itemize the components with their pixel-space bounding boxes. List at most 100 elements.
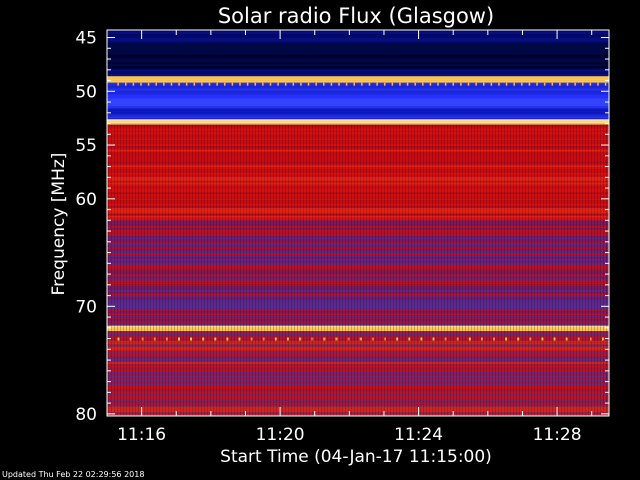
spectrum-row	[107, 41, 609, 44]
column-texture	[107, 124, 609, 417]
interference-mark	[125, 82, 127, 86]
interference-mark	[498, 82, 500, 86]
interference-mark	[391, 82, 394, 86]
spectrum-row	[107, 88, 609, 91]
spectrum-row	[107, 44, 609, 47]
interference-mark	[383, 82, 386, 86]
interference-mark	[604, 82, 607, 86]
spectrum-row	[107, 119, 609, 122]
interference-mark	[559, 82, 561, 86]
spectrum-row	[107, 76, 609, 79]
interference-mark	[178, 82, 180, 86]
spectrum-row	[107, 39, 609, 42]
spectrum-row	[107, 46, 609, 49]
interference-mark	[589, 82, 592, 86]
spectrum-row	[107, 104, 609, 107]
interference-mark	[444, 82, 447, 86]
spectrum-row	[107, 50, 609, 53]
interference-mark	[307, 82, 310, 86]
interference-mark	[140, 82, 142, 86]
interference-mark	[505, 82, 508, 86]
updated-footer: Updated Thu Feb 22 02:29:56 2018	[2, 470, 144, 479]
interference-mark	[239, 82, 241, 86]
interference-mark	[581, 82, 584, 86]
spectrum-row	[107, 82, 609, 83]
spectrum-row	[107, 62, 609, 65]
y-tick-label: 80	[75, 405, 97, 425]
spectrum-row	[107, 118, 609, 120]
spectrum-row	[107, 60, 609, 63]
interference-mark	[566, 82, 569, 86]
spectrum-row	[107, 108, 609, 111]
interference-mark	[277, 82, 279, 86]
y-axis: 45 50 55 60 70 80	[75, 29, 609, 425]
spectrum-row	[107, 56, 609, 59]
interference-mark	[201, 82, 203, 86]
interference-mark	[323, 82, 325, 86]
spectrum-row	[107, 54, 609, 57]
interference-mark	[368, 82, 371, 86]
interference-mark	[482, 82, 485, 86]
spectrum-row	[107, 48, 609, 51]
x-axis: 11:16 11:20 11:24 11:28	[117, 30, 593, 445]
interference-mark	[543, 82, 546, 86]
interference-mark	[528, 82, 531, 86]
spectrum-row	[107, 110, 609, 113]
interference-mark	[155, 82, 157, 86]
interference-mark	[437, 82, 439, 86]
interference-mark	[315, 82, 317, 86]
interference-mark	[345, 82, 348, 86]
chart-title: Solar radio Flux (Glasgow)	[218, 4, 494, 28]
interference-mark	[208, 82, 211, 86]
spectrum-row	[107, 58, 609, 61]
spectrum-row	[107, 73, 609, 76]
spectrum-row	[107, 121, 609, 124]
spectrum-row	[107, 30, 609, 33]
spectrum-row	[107, 100, 609, 103]
spectrum-row	[107, 106, 609, 109]
spectrum-row	[107, 123, 609, 125]
interference-mark	[246, 82, 249, 86]
interference-mark	[132, 82, 135, 86]
spectrum-row	[107, 84, 609, 87]
spectrum-row	[107, 37, 609, 40]
interference-mark	[216, 82, 218, 86]
spectrum-row	[107, 98, 609, 101]
interference-mark	[361, 82, 363, 86]
spectrum-row	[107, 102, 609, 105]
spectrum-row	[107, 108, 609, 109]
interference-mark	[452, 82, 455, 86]
interference-mark	[475, 82, 477, 86]
interference-mark	[422, 82, 424, 86]
spectrum-row	[107, 78, 609, 81]
y-tick-label: 55	[75, 136, 97, 156]
interference-mark	[338, 82, 340, 86]
spectrum-row	[107, 90, 609, 93]
spectrum-row	[107, 114, 609, 117]
spectrum-row	[107, 69, 609, 72]
interference-mark	[521, 82, 523, 86]
spectrum-row	[107, 68, 609, 70]
interference-mark	[193, 82, 196, 86]
spectrum-row	[107, 94, 609, 97]
spectrum-row	[107, 71, 609, 74]
interference-mark	[292, 82, 295, 86]
interference-mark	[224, 82, 226, 86]
interference-mark	[330, 82, 333, 86]
interference-mark	[269, 82, 272, 86]
interference-mark	[262, 82, 264, 86]
interference-mark	[513, 82, 515, 86]
x-tick-label: 11:28	[533, 425, 582, 445]
y-tick-label: 50	[75, 82, 97, 102]
y-axis-label: Frequency [MHz]	[49, 153, 69, 296]
spectrum-row	[107, 35, 609, 38]
interference-mark	[536, 82, 538, 86]
interference-mark	[467, 82, 470, 86]
interference-mark	[460, 82, 462, 86]
x-tick-label: 11:16	[117, 425, 166, 445]
spectrum-row	[107, 52, 609, 55]
spectrum-row	[107, 116, 609, 119]
spectrum-row	[107, 112, 609, 115]
y-tick-label: 45	[75, 29, 97, 49]
